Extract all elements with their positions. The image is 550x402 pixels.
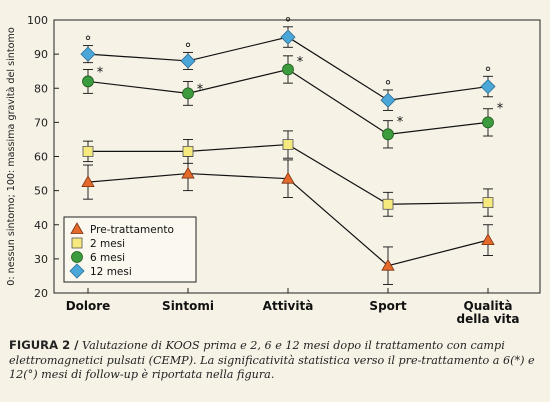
significance-degree: ° [385, 79, 392, 95]
legend-box [63, 216, 197, 283]
legend-label: Pre-trattamento [90, 224, 174, 236]
legend-item: 6 mesi [71, 251, 125, 264]
significance-degree: ° [85, 34, 92, 50]
legend-item: Pre-trattamento [70, 222, 174, 236]
legend-item: 2 mesi [71, 237, 125, 250]
data-point-triangle [70, 222, 84, 234]
data-point-circle [282, 63, 294, 76]
data-point-diamond [380, 92, 396, 108]
significance-star: * [297, 55, 304, 70]
legend-item: 12 mesi [69, 263, 132, 279]
significance-degree: ° [285, 15, 292, 31]
y-tick-label: 50 [34, 185, 48, 198]
x-category-label: Attività [263, 299, 314, 313]
data-point-square [82, 145, 94, 157]
y-tick-label: 100 [27, 14, 48, 27]
x-category-label: Sport [369, 299, 406, 313]
data-point-square [282, 139, 294, 150]
data-point-triangle [381, 258, 395, 271]
significance-degree: ° [185, 41, 192, 57]
data-point-circle [482, 116, 494, 129]
y-tick-label: 20 [34, 287, 48, 300]
figure-caption: FIGURA 2 / Valutazione di KOOS prima e 2… [9, 338, 541, 383]
series-2-mesi [82, 130, 494, 217]
data-point-diamond [280, 29, 296, 45]
koos-line-chart: 20 30 40 50 60 70 80 90 100 0: nessun sintomo; 10… [5, 14, 541, 326]
caption-label: FIGURA 2 / [9, 338, 79, 352]
y-tick-label: 30 [34, 253, 48, 266]
y-tick-label: 70 [34, 116, 48, 129]
data-point-diamond [480, 78, 496, 95]
significance-star: * [397, 115, 404, 130]
y-tick-label: 90 [34, 48, 48, 61]
data-point-circle [382, 128, 394, 141]
x-category-label: della vita [457, 312, 520, 326]
y-tick-label: 40 [34, 219, 48, 232]
x-category-label: Dolore [66, 299, 111, 313]
data-point-triangle [481, 233, 495, 246]
data-point-diamond [80, 46, 96, 62]
significance-star: * [197, 83, 204, 98]
legend-label: 2 mesi [90, 238, 125, 250]
data-point-square [71, 237, 83, 249]
x-category-label: Sintomi [162, 299, 214, 313]
legend: Pre-trattamento 2 mesi 6 mesi 12 mesi [63, 216, 197, 283]
significance-star: * [497, 101, 504, 116]
x-category-label: Qualità [464, 299, 513, 313]
caption-text: Valutazione di KOOS prima e 2, 6 e 12 me… [9, 339, 535, 381]
y-axis-label: 0: nessun sintomo; 100: massima gravità … [5, 27, 17, 286]
data-point-circle [82, 75, 94, 88]
data-point-triangle [281, 171, 295, 184]
significance-star: * [97, 65, 104, 80]
data-point-square [482, 197, 494, 208]
data-point-diamond [180, 53, 196, 69]
series-12-mesi [80, 26, 496, 111]
data-point-diamond [69, 263, 85, 279]
series-pre-trattamento [81, 156, 495, 285]
legend-label: 12 mesi [90, 266, 132, 278]
data-point-triangle [181, 166, 195, 179]
significance-degree: ° [485, 65, 492, 81]
data-point-circle [182, 87, 194, 100]
data-point-square [382, 198, 394, 210]
legend-label: 6 mesi [90, 252, 125, 264]
data-point-circle [71, 251, 83, 263]
data-point-triangle [81, 175, 95, 187]
y-tick-label: 80 [34, 82, 48, 95]
y-tick-label: 60 [34, 151, 48, 164]
data-point-square [182, 145, 194, 157]
series-6-mesi [82, 55, 494, 149]
